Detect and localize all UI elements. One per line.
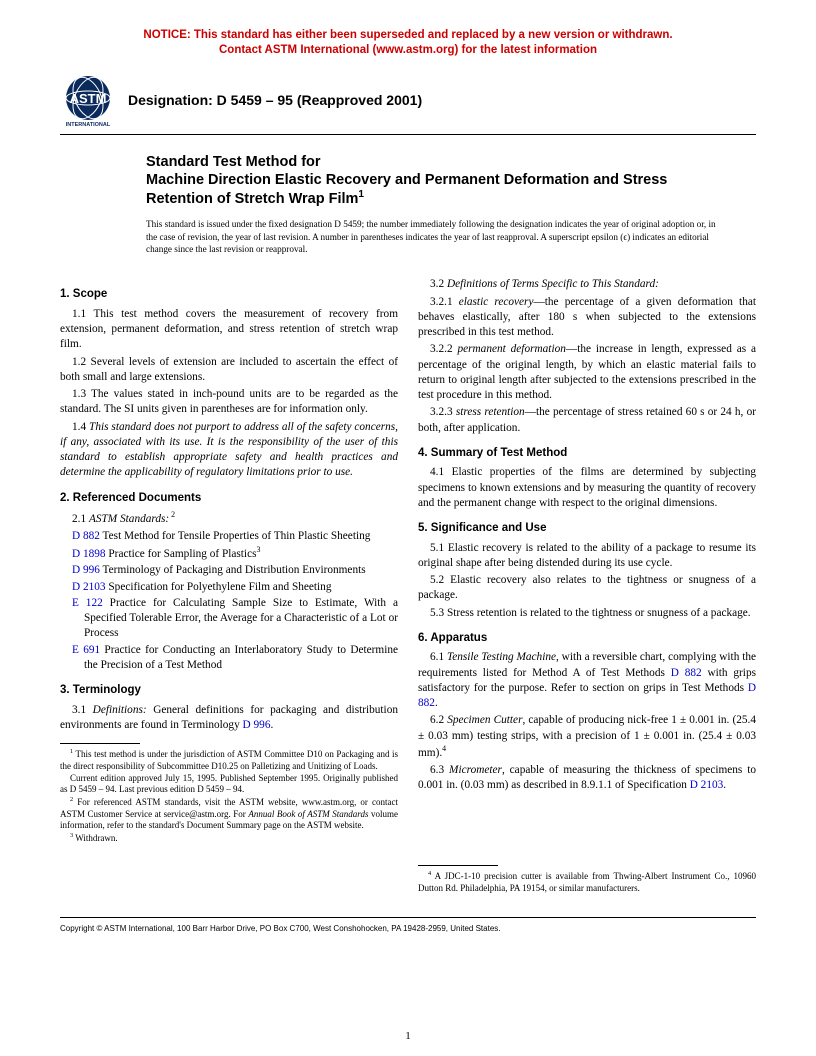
footnote-3: 3 Withdrawn. bbox=[60, 832, 398, 845]
para-3-2-1: 3.2.1 elastic recovery—the percentage of… bbox=[418, 295, 756, 341]
section-4-head: 4. Summary of Test Method bbox=[418, 446, 756, 462]
footnote-4: 4 A JDC-1-10 precision cutter is availab… bbox=[418, 870, 756, 894]
para-2-1: 2.1 ASTM Standards: 2 bbox=[60, 510, 398, 527]
footnote-1: 1 This test method is under the jurisdic… bbox=[60, 748, 398, 772]
left-column: 1. Scope 1.1 This test method covers the… bbox=[60, 277, 398, 894]
svg-text:ASTM: ASTM bbox=[70, 91, 107, 106]
para-3-2-2: 3.2.2 permanent deformation—the increase… bbox=[418, 342, 756, 403]
para-5-1: 5.1 Elastic recovery is related to the a… bbox=[418, 541, 756, 572]
notice-banner: NOTICE: This standard has either been su… bbox=[60, 28, 756, 58]
para-3-1: 3.1 Definitions: General definitions for… bbox=[60, 703, 398, 734]
svg-text:INTERNATIONAL: INTERNATIONAL bbox=[66, 122, 111, 128]
section-3-head: 3. Terminology bbox=[60, 683, 398, 699]
header-row: ASTM INTERNATIONAL Designation: D 5459 –… bbox=[60, 72, 756, 128]
astm-logo: ASTM INTERNATIONAL bbox=[60, 72, 116, 128]
para-6-3: 6.3 Micrometer, capable of measuring the… bbox=[418, 763, 756, 794]
para-1-1: 1.1 This test method covers the measurem… bbox=[60, 307, 398, 353]
title-block: Standard Test Method for Machine Directi… bbox=[146, 153, 716, 208]
title-main: Machine Direction Elastic Recovery and P… bbox=[146, 171, 716, 208]
copyright-rule bbox=[60, 917, 756, 918]
page-number: 1 bbox=[405, 1030, 411, 1042]
body-columns: 1. Scope 1.1 This test method covers the… bbox=[60, 277, 756, 894]
section-6-head: 6. Apparatus bbox=[418, 631, 756, 647]
para-6-2: 6.2 Specimen Cutter, capable of producin… bbox=[418, 713, 756, 761]
footnote-rule-left bbox=[60, 743, 140, 744]
ref-e691: E 691 Practice for Conducting an Interla… bbox=[60, 643, 398, 674]
footnote-1b: Current edition approved July 15, 1995. … bbox=[60, 773, 398, 796]
header-rule bbox=[60, 134, 756, 135]
para-3-2: 3.2 Definitions of Terms Specific to Thi… bbox=[418, 277, 756, 292]
ref-d882: D 882 Test Method for Tensile Properties… bbox=[60, 529, 398, 544]
section-5-head: 5. Significance and Use bbox=[418, 521, 756, 537]
title-lead: Standard Test Method for bbox=[146, 153, 716, 171]
copyright-text: Copyright © ASTM International, 100 Barr… bbox=[60, 924, 756, 933]
para-6-1: 6.1 Tensile Testing Machine, with a reve… bbox=[418, 650, 756, 711]
para-4-1: 4.1 Elastic properties of the films are … bbox=[418, 465, 756, 511]
footnote-2: 2 For referenced ASTM standards, visit t… bbox=[60, 796, 398, 832]
issuance-note: This standard is issued under the fixed … bbox=[146, 218, 716, 255]
section-2-head: 2. Referenced Documents bbox=[60, 491, 398, 507]
para-5-2: 5.2 Elastic recovery also relates to the… bbox=[418, 573, 756, 604]
footnote-rule-right bbox=[418, 865, 498, 866]
section-1-head: 1. Scope bbox=[60, 287, 398, 303]
notice-line2: Contact ASTM International (www.astm.org… bbox=[219, 44, 597, 56]
para-1-4: 1.4 1.4 This standard does not purport t… bbox=[60, 420, 398, 481]
para-1-3: 1.3 The values stated in inch-pound unit… bbox=[60, 387, 398, 418]
ref-d996: D 996 Terminology of Packaging and Distr… bbox=[60, 563, 398, 578]
designation: Designation: D 5459 – 95 (Reapproved 200… bbox=[128, 92, 422, 108]
para-5-3: 5.3 Stress retention is related to the t… bbox=[418, 606, 756, 621]
ref-e122: E 122 Practice for Calculating Sample Si… bbox=[60, 596, 398, 642]
para-1-2: 1.2 Several levels of extension are incl… bbox=[60, 355, 398, 386]
ref-d1898: D 1898 Practice for Sampling of Plastics… bbox=[60, 545, 398, 562]
notice-line1: NOTICE: This standard has either been su… bbox=[143, 29, 672, 41]
ref-d2103: D 2103 Specification for Polyethylene Fi… bbox=[60, 580, 398, 595]
right-column: 3.2 Definitions of Terms Specific to Thi… bbox=[418, 277, 756, 894]
para-3-2-3: 3.2.3 stress retention—the percentage of… bbox=[418, 405, 756, 436]
